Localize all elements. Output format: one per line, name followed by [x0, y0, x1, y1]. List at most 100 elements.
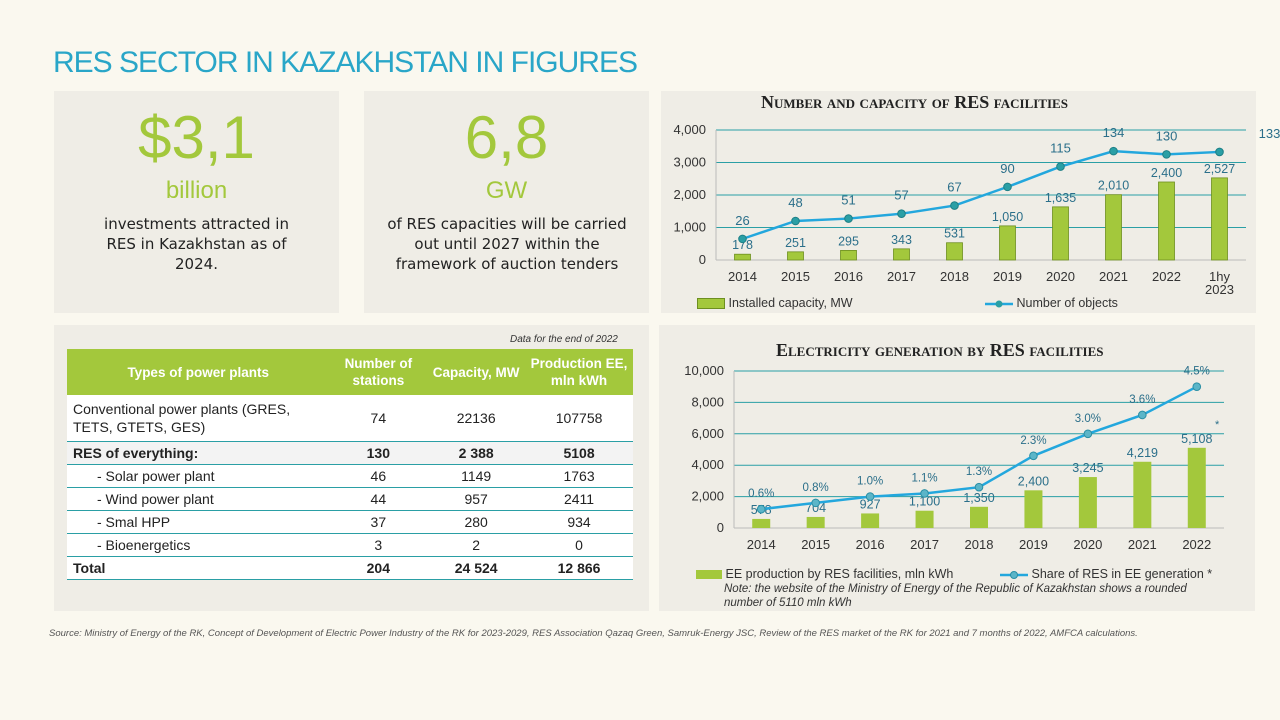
line-data-label: 115	[1050, 141, 1071, 156]
row-capacity: 2	[427, 533, 526, 557]
row-production: 12 866	[525, 556, 633, 580]
row-capacity: 1149	[427, 464, 526, 488]
x-tick-label: 2016	[856, 537, 885, 552]
row-name: - Bioenergetics	[67, 533, 330, 557]
row-capacity: 24 524	[427, 556, 526, 580]
x-tick-label: 2019	[1019, 537, 1048, 552]
line-point	[1215, 147, 1224, 157]
bar	[1158, 181, 1175, 261]
table-row: - Smal HPP 37 280 934	[67, 510, 633, 534]
row-capacity: 22136	[427, 395, 526, 442]
row-stations: 3	[329, 533, 428, 557]
generation-chart: 02,0004,0006,0008,00010,0005787049271,10…	[684, 363, 1224, 552]
row-stations: 44	[329, 487, 428, 511]
bar-data-label: 5,108	[1181, 432, 1212, 446]
legend-share-res: Share of RES in EE generation *	[1000, 567, 1212, 581]
row-production: 5108	[525, 441, 633, 465]
bar	[946, 242, 963, 261]
line-point	[897, 209, 906, 218]
line-point	[1192, 382, 1202, 392]
y-tick-label: 1,000	[673, 220, 706, 235]
line-data-label: 134	[1103, 125, 1125, 140]
bar	[806, 516, 825, 528]
bar-data-label: 343	[891, 233, 912, 247]
bar-data-label: 295	[838, 234, 859, 248]
line-data-label: 90	[1000, 161, 1014, 176]
legend-bar-swatch	[696, 570, 722, 580]
bar	[893, 248, 910, 261]
row-stations: 130	[329, 441, 428, 465]
row-production: 934	[525, 510, 633, 534]
row-name: Conventional power plants (GRES, TETS, G…	[67, 395, 330, 442]
x-tick-label: 2017	[910, 537, 939, 552]
bar-data-label: 3,245	[1072, 461, 1103, 475]
y-tick-label: 2,000	[691, 489, 724, 504]
line-data-label: 4.5%	[1184, 366, 1210, 378]
row-production: 2411	[525, 487, 633, 511]
line-point	[791, 216, 800, 226]
y-tick-label: 2,000	[673, 187, 706, 202]
line-data-label: 57	[894, 188, 908, 203]
bar-data-label: 251	[785, 236, 806, 250]
x-tick-label: 2021	[1128, 537, 1157, 552]
x-tick-label: 2014	[747, 537, 776, 552]
capacity-value: 6,8	[464, 104, 549, 171]
generation-chart-title: Electricity generation by RES facilities	[776, 340, 1104, 360]
line-data-label: 1.3%	[966, 466, 992, 478]
row-name: - Smal HPP	[67, 510, 330, 534]
table-row: Total 204 24 524 12 866	[67, 556, 633, 580]
x-tick-label: 2014	[728, 269, 757, 284]
x-tick-label: 2020	[1046, 269, 1075, 284]
line-point	[756, 504, 766, 514]
table-row: Conventional power plants (GRES, TETS, G…	[67, 395, 633, 442]
capacity-chart-panel	[661, 91, 1256, 313]
investment-unit: billion	[165, 177, 228, 204]
legend-number-of-objects-label: Number of objects	[1016, 296, 1118, 310]
legend-installed-capacity: Installed capacity, MW	[697, 296, 853, 310]
bar	[1078, 477, 1097, 528]
line-point	[1003, 182, 1012, 192]
row-name: RES of everything:	[67, 441, 330, 465]
footnote-star: *	[1215, 419, 1220, 431]
bar-data-label: 1,050	[992, 210, 1023, 224]
header-production: Production EE, mln kWh	[525, 349, 633, 395]
x-tick-label: 2018	[940, 269, 969, 284]
legend-ee-production-label: EE production by RES facilities, mln kWh	[725, 567, 954, 581]
generation-chart-panel	[659, 325, 1255, 611]
line-data-label: 51	[841, 193, 855, 208]
y-tick-label: 10,000	[684, 363, 724, 378]
bar	[734, 253, 751, 261]
x-tick-label: 2022	[1182, 537, 1211, 552]
x-tick-label: 2019	[993, 269, 1022, 284]
bar-data-label: 178	[732, 238, 753, 252]
capacity-chart-title: Number and capacity of RES facilities	[761, 92, 1068, 112]
bar	[1105, 194, 1122, 261]
header-capacity: Capacity, MW	[427, 349, 526, 395]
bar-data-label: 1,100	[909, 495, 940, 509]
bar-data-label: 2,010	[1098, 179, 1129, 193]
x-tick-label: 2023	[1205, 282, 1234, 297]
x-tick-label: 2017	[887, 269, 916, 284]
source-note: Source: Ministry of Energy of the RK, Co…	[49, 628, 1138, 639]
line-data-label: 26	[735, 213, 749, 228]
line-point	[738, 234, 747, 244]
line-data-label: 1.1%	[911, 472, 937, 484]
line-data-label: 130	[1156, 128, 1178, 143]
bar	[1052, 206, 1069, 261]
line-point	[1138, 410, 1147, 420]
bar-data-label: 1,635	[1045, 191, 1076, 205]
series-line	[742, 149, 1220, 241]
header-types: Types of power plants	[67, 349, 330, 395]
legend-line-swatch	[1000, 570, 1028, 579]
row-stations: 74	[329, 395, 428, 442]
table-row: - Wind power plant 44 957 2411	[67, 487, 633, 511]
bar	[840, 250, 857, 261]
bar	[1024, 490, 1043, 528]
row-name: - Wind power plant	[67, 487, 330, 511]
page-title: RES SECTOR IN KAZAKHSTAN IN FIGURES	[53, 46, 638, 79]
line-point	[1056, 162, 1065, 171]
line-data-label: 3.0%	[1075, 413, 1101, 425]
bar-data-label: 4,219	[1127, 446, 1158, 460]
bar	[787, 251, 804, 261]
row-name: Total	[67, 556, 330, 580]
